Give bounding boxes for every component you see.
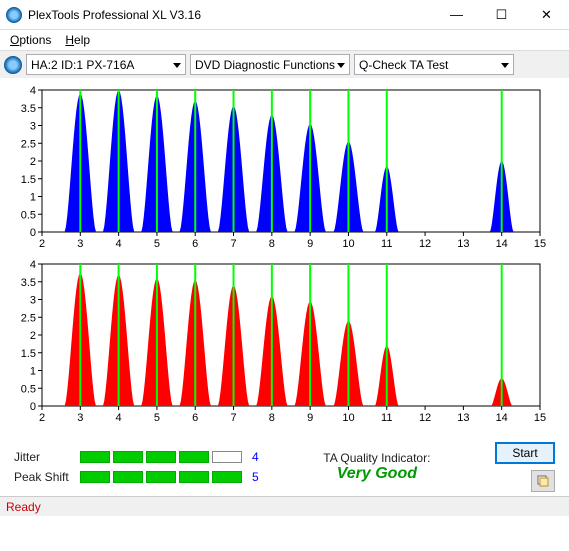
- svg-text:4: 4: [116, 412, 122, 424]
- svg-text:14: 14: [496, 412, 508, 424]
- status-text: Ready: [6, 500, 41, 514]
- jitter-row: Jitter 4: [14, 450, 259, 464]
- svg-text:1: 1: [30, 192, 36, 204]
- menubar: Options Help: [0, 30, 569, 50]
- drive-select[interactable]: HA:2 ID:1 PX-716A: [26, 54, 186, 75]
- menu-options[interactable]: Options: [4, 31, 57, 49]
- svg-text:6: 6: [192, 238, 198, 250]
- bar-segment: [212, 471, 242, 483]
- chart-area: 00.511.522.533.5423456789101112131415 00…: [0, 78, 569, 434]
- jitter-bars: [80, 451, 242, 463]
- peakshift-bars: [80, 471, 242, 483]
- svg-text:5: 5: [154, 412, 160, 424]
- drive-icon: [4, 56, 22, 74]
- bar-segment: [113, 471, 143, 483]
- metrics: Jitter 4 Peak Shift 5: [14, 450, 259, 484]
- bar-segment: [179, 471, 209, 483]
- svg-text:8: 8: [269, 238, 275, 250]
- peakshift-label: Peak Shift: [14, 470, 74, 484]
- svg-text:12: 12: [419, 412, 431, 424]
- bottom-panel: Jitter 4 Peak Shift 5 TA Quality Indicat…: [0, 434, 569, 496]
- svg-text:3: 3: [30, 121, 36, 133]
- copy-icon: [536, 474, 550, 488]
- svg-text:8: 8: [269, 412, 275, 424]
- svg-text:2.5: 2.5: [21, 312, 36, 324]
- copy-icon-button[interactable]: [531, 470, 555, 492]
- ta-indicator-value: Very Good: [269, 465, 485, 483]
- svg-text:5: 5: [154, 238, 160, 250]
- svg-text:15: 15: [534, 238, 546, 250]
- toolbar: HA:2 ID:1 PX-716A DVD Diagnostic Functio…: [0, 50, 569, 78]
- bar-segment: [113, 451, 143, 463]
- close-button[interactable]: ✕: [524, 0, 569, 30]
- svg-text:3: 3: [77, 412, 83, 424]
- peakshift-row: Peak Shift 5: [14, 470, 259, 484]
- titlebar: PlexTools Professional XL V3.16 — ☐ ✕: [0, 0, 569, 30]
- svg-text:10: 10: [342, 412, 354, 424]
- svg-text:14: 14: [496, 238, 508, 250]
- svg-text:6: 6: [192, 412, 198, 424]
- minimize-button[interactable]: —: [434, 0, 479, 30]
- svg-text:10: 10: [342, 238, 354, 250]
- chart-top: 0 0.5 1 1.5 2 2.5 3 3.5 4 2 3 4 5 6 7 8 9 10 11 12 13 14 15: [10, 84, 550, 254]
- statusbar: Ready: [0, 496, 569, 516]
- svg-text:11: 11: [381, 238, 392, 250]
- jitter-value: 4: [252, 450, 259, 464]
- svg-text:2: 2: [39, 238, 45, 250]
- start-button[interactable]: Start: [495, 442, 555, 464]
- bar-segment: [80, 471, 110, 483]
- svg-text:1.5: 1.5: [21, 174, 36, 186]
- menu-help[interactable]: Help: [59, 31, 96, 49]
- svg-text:3.5: 3.5: [21, 103, 36, 115]
- svg-text:3: 3: [77, 238, 83, 250]
- svg-text:15: 15: [534, 412, 546, 424]
- function-select[interactable]: DVD Diagnostic Functions: [190, 54, 350, 75]
- svg-text:0: 0: [30, 401, 36, 413]
- svg-text:3: 3: [30, 295, 36, 307]
- test-select[interactable]: Q-Check TA Test: [354, 54, 514, 75]
- bar-segment: [212, 451, 242, 463]
- svg-text:4: 4: [30, 259, 36, 271]
- ta-indicator: TA Quality Indicator: Very Good: [269, 451, 485, 483]
- svg-text:7: 7: [230, 412, 236, 424]
- app-icon: [6, 7, 22, 23]
- svg-text:13: 13: [457, 238, 469, 250]
- maximize-button[interactable]: ☐: [479, 0, 524, 30]
- bar-segment: [179, 451, 209, 463]
- svg-text:0: 0: [30, 227, 36, 239]
- svg-text:13: 13: [457, 412, 469, 424]
- window-title: PlexTools Professional XL V3.16: [28, 8, 434, 22]
- svg-text:2: 2: [30, 330, 36, 342]
- svg-text:2: 2: [39, 412, 45, 424]
- ta-indicator-label: TA Quality Indicator:: [269, 451, 485, 465]
- svg-text:1: 1: [30, 366, 36, 378]
- jitter-label: Jitter: [14, 450, 74, 464]
- bar-segment: [80, 451, 110, 463]
- svg-text:11: 11: [381, 412, 392, 424]
- svg-text:0.5: 0.5: [21, 383, 36, 395]
- svg-text:7: 7: [230, 238, 236, 250]
- bar-segment: [146, 451, 176, 463]
- peakshift-value: 5: [252, 470, 259, 484]
- svg-text:4: 4: [116, 238, 122, 250]
- svg-text:9: 9: [307, 238, 313, 250]
- svg-text:0.5: 0.5: [21, 209, 36, 221]
- svg-text:9: 9: [307, 412, 313, 424]
- svg-text:2: 2: [30, 156, 36, 168]
- svg-text:3.5: 3.5: [21, 277, 36, 289]
- button-column: Start: [495, 442, 555, 492]
- window-controls: — ☐ ✕: [434, 0, 569, 30]
- bar-segment: [146, 471, 176, 483]
- svg-text:2.5: 2.5: [21, 138, 36, 150]
- svg-text:1.5: 1.5: [21, 348, 36, 360]
- svg-text:12: 12: [419, 238, 431, 250]
- chart-bottom: 0 0.5 1 1.5 2 2.5 3 3.5 4 2 3 4 5 6 7 8 9 10 11 12 13 14 15: [10, 258, 550, 428]
- svg-text:4: 4: [30, 85, 36, 97]
